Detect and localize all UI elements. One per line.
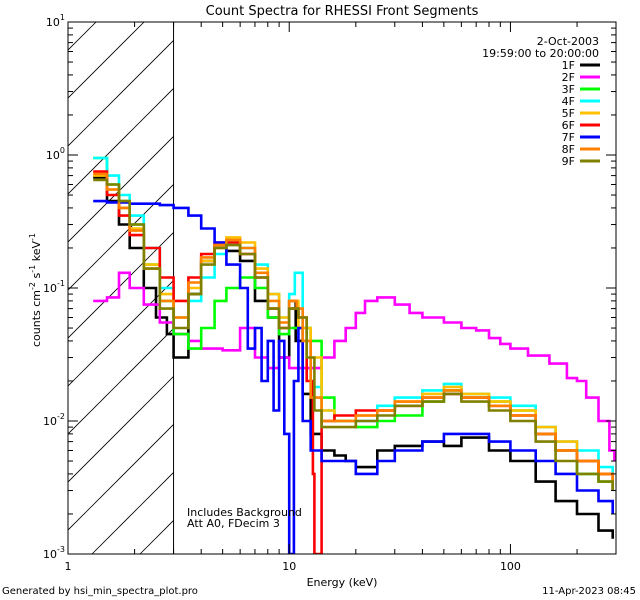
x-tick-label: 10 (282, 560, 296, 573)
y-axis-tick-labels: 101 100 10-1 10-2 10-3 (43, 13, 65, 561)
series-line-9F (93, 178, 614, 491)
legend-label-8F: 8F (562, 143, 575, 156)
x-tick-label: 1 (65, 560, 72, 573)
time-range-annotation: 19:59:00 to 20:00:00 (482, 47, 599, 60)
x-axis-label: Energy (keV) (307, 576, 378, 589)
y-tick-label: 10-3 (43, 545, 65, 561)
generated-by-footer: Generated by hsi_min_spectra_plot.pro (2, 586, 198, 597)
hatch-lines (0, 0, 640, 554)
y-axis-ticks (68, 21, 616, 555)
hatch-line (68, 231, 174, 339)
hatched-region (0, 0, 640, 554)
legend-label-1F: 1F (562, 59, 575, 72)
legend-label-4F: 4F (562, 95, 575, 108)
hatch-line (68, 375, 174, 483)
series-layer (93, 156, 616, 554)
legend-label-6F: 6F (562, 119, 575, 132)
series-line-1F (93, 176, 614, 539)
x-tick-label: 100 (500, 560, 521, 573)
series-line-7F (93, 199, 614, 554)
series-line-4F (93, 156, 614, 474)
background-note: Includes Background (187, 506, 302, 519)
y-axis-label: counts cm-2 s-1 keV-1 (28, 233, 43, 347)
legend-label-5F: 5F (562, 107, 575, 120)
chart-title: Count Spectra for RHESSI Front Segments (206, 4, 479, 19)
series-line-6F (93, 170, 614, 554)
timestamp-footer: 11-Apr-2023 08:45 (542, 586, 636, 597)
hatch-line (68, 22, 97, 51)
legend-label-9F: 9F (562, 155, 575, 168)
y-tick-label: 100 (46, 146, 65, 162)
hatch-line (68, 423, 174, 531)
hatch-line (68, 183, 174, 291)
legend-label-3F: 3F (562, 83, 575, 96)
x-axis-ticks (67, 22, 617, 554)
x-axis-tick-labels: 1 10 100 (65, 560, 521, 573)
date-annotation: 2-Oct-2003 (537, 35, 599, 48)
legend-label-2F: 2F (562, 71, 575, 84)
attenuator-note: Att A0, FDecim 3 (187, 517, 280, 530)
y-tick-label: 101 (46, 13, 65, 29)
hatch-line (0, 0, 88, 554)
legend-label-7F: 7F (562, 131, 575, 144)
hatch-line (236, 0, 640, 554)
hatch-line (68, 327, 174, 435)
y-tick-label: 10-1 (43, 279, 65, 295)
y-tick-label: 10-2 (43, 412, 65, 428)
hatch-line (68, 22, 145, 99)
